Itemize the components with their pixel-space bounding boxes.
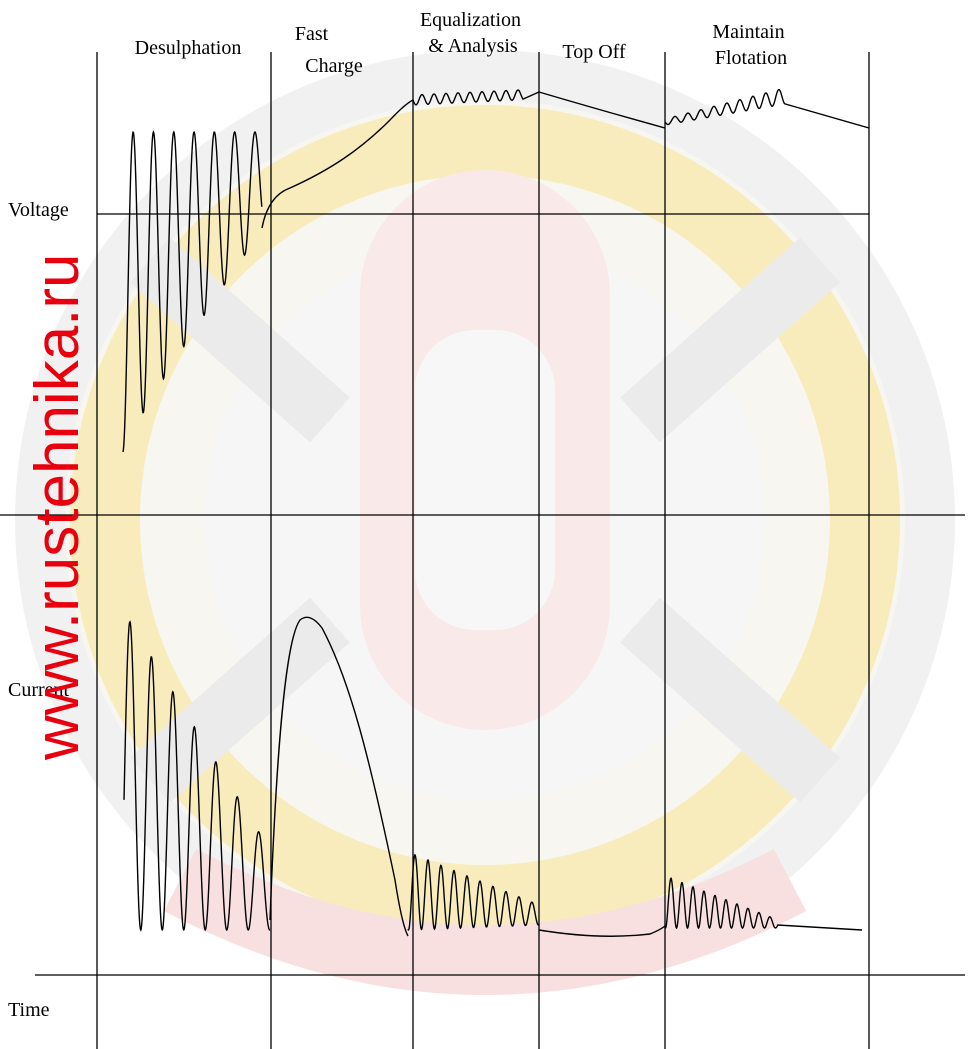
- voltage-desulphation-wave: [122, 130, 263, 453]
- stage-label-desulphation: Desulphation: [135, 37, 242, 59]
- current-flotation-wave: [664, 877, 863, 931]
- current-fast-charge-curve: [269, 616, 409, 937]
- stage-label-maintain-flotation: Maintain Flotation: [712, 21, 789, 69]
- voltage-fast-charge-curve: [261, 99, 414, 229]
- row-label-voltage: Voltage: [8, 199, 69, 221]
- current-equalization-wave: [407, 853, 539, 932]
- current-desulphation-wave: [123, 620, 271, 932]
- watermark-text: www.rustehnika.ru: [23, 253, 92, 761]
- current-top-off-curve: [538, 925, 666, 937]
- voltage-flotation-wave: [664, 88, 870, 129]
- stage-label-equalization: Equalization & Analysis: [420, 9, 526, 57]
- row-label-current: Current: [8, 679, 70, 701]
- voltage-equalization-wave: [412, 89, 540, 106]
- row-label-time: Time: [8, 999, 50, 1021]
- stage-label-top-off: Top Off: [562, 41, 626, 63]
- stage-label-fast-charge: Fast Charge: [295, 23, 363, 77]
- voltage-top-off-curve: [538, 91, 666, 129]
